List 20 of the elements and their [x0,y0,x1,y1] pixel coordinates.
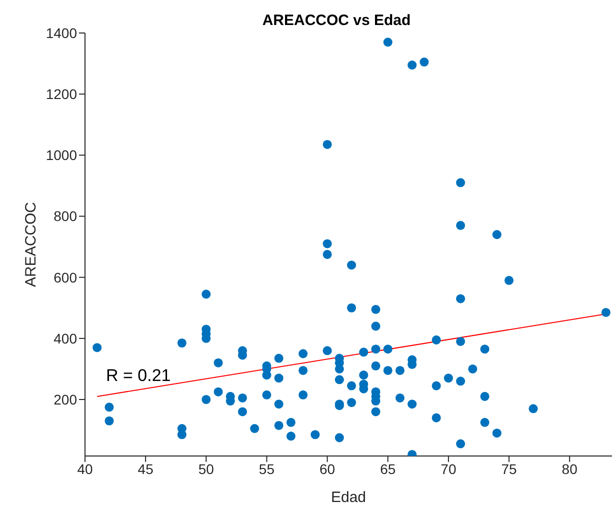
y-tick-label: 600 [54,269,78,286]
y-tick-label: 400 [54,330,78,346]
x-axis-title: Edad [330,489,366,506]
x-tick-label: 60 [320,460,336,477]
x-tick-label: 70 [440,460,456,477]
x-tick-label: 80 [562,460,578,477]
chart-title: AREACCOC vs Edad [262,12,411,29]
y-tick-label: 200 [54,391,78,408]
y-tick-label: 1000 [46,147,78,164]
x-tick-label: 40 [77,460,93,477]
y-axis-title: AREACCOC [22,202,40,288]
y-tick-label: 800 [54,208,78,224]
x-tick-label: 45 [138,460,154,477]
x-tick-label: 55 [258,460,275,477]
x-tick-label: 75 [501,460,518,477]
annotation: R = 0.21 [106,366,171,386]
x-tick-label: 50 [198,460,214,477]
y-tick-label: 1200 [46,86,78,102]
y-tick-label: 1400 [46,24,78,41]
x-tick-label: 65 [380,460,396,477]
